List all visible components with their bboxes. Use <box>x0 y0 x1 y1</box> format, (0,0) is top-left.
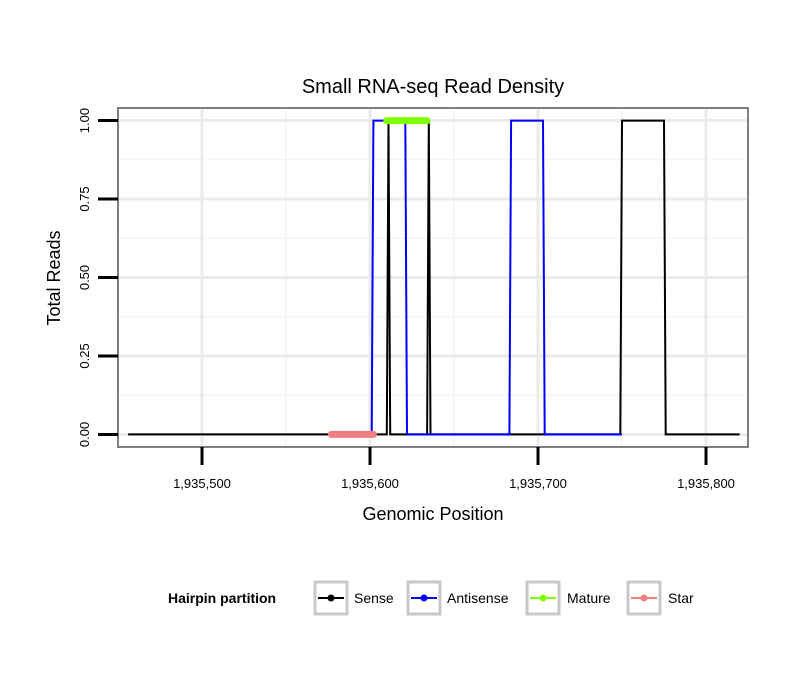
legend-key-point <box>539 594 547 602</box>
y-axis-label: Total Reads <box>44 230 64 325</box>
legend-item-mature: Mature <box>525 580 611 616</box>
legend-key-point <box>327 594 335 602</box>
legend-item-star: Star <box>626 580 694 616</box>
x-axis: 1,935,500 1,935,600 1,935,700 1,935,800 <box>173 447 735 491</box>
x-tick-label: 1,935,800 <box>677 476 735 491</box>
legend-item-sense: Sense <box>313 580 394 616</box>
y-tick-label: 1.00 <box>77 108 92 133</box>
legend-key-point <box>420 594 428 602</box>
y-tick-label: 0.50 <box>77 265 92 290</box>
y-tick-label: 0.00 <box>77 422 92 447</box>
plot-panel <box>118 108 748 447</box>
x-tick-label: 1,935,500 <box>173 476 231 491</box>
data-series <box>128 117 740 438</box>
legend-item-antisense: Antisense <box>406 580 509 616</box>
y-tick-label: 0.25 <box>77 343 92 368</box>
legend-label: Antisense <box>447 590 509 606</box>
y-tick-label: 0.75 <box>77 186 92 211</box>
legend-label: Mature <box>567 590 611 606</box>
legend: Hairpin partition Sense Antisense Mature St… <box>168 580 694 616</box>
legend-label: Sense <box>354 590 394 606</box>
x-tick-label: 1,935,700 <box>509 476 567 491</box>
legend-title: Hairpin partition <box>168 590 276 606</box>
legend-label: Star <box>668 590 694 606</box>
chart-title: Small RNA-seq Read Density <box>302 76 564 98</box>
series-sense-line <box>128 119 740 436</box>
x-tick-label: 1,935,600 <box>341 476 399 491</box>
legend-key-point <box>640 594 648 602</box>
y-axis: 0.00 0.25 0.50 0.75 1.00 <box>77 108 118 447</box>
x-axis-label: Genomic Position <box>362 504 503 524</box>
